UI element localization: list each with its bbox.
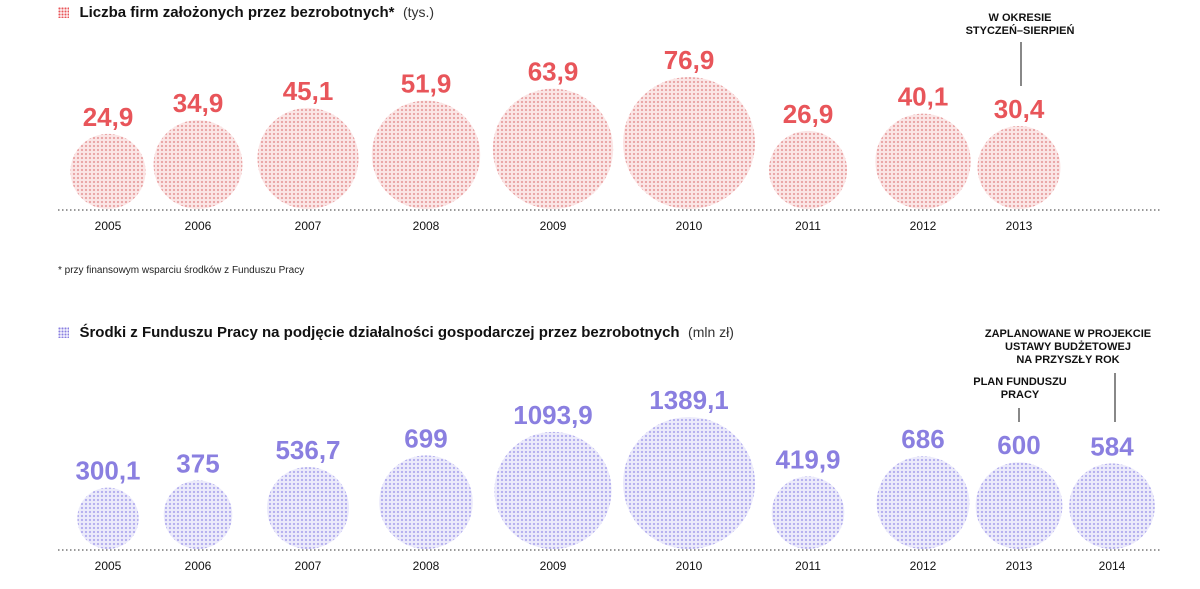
bubble-chart-firms: 24,9 2005 34,9 2006 45,1 2007 51,9 2008 63,9 2009…: [58, 42, 1160, 233]
year-label-2005: 2005: [95, 559, 122, 573]
chart-panel-firms: Liczba firm założonych przez bezrobotnyc…: [0, 0, 1200, 290]
bubble-2007: [257, 107, 359, 209]
bubble-chart-funds: 300,1 2005 375 2006 536,7 2007 699 2008 1093,9 20…: [58, 373, 1160, 573]
year-label-2009: 2009: [540, 219, 567, 233]
value-label-2007: 45,1: [283, 76, 334, 106]
value-label-2013: 600: [997, 430, 1040, 460]
bubble-2012: [876, 456, 970, 549]
bubble-2008: [371, 100, 481, 209]
bubble-2009: [494, 431, 612, 549]
bubble-2011: [771, 476, 845, 549]
value-label-2011: 26,9: [783, 99, 834, 129]
bubble-2005: [77, 487, 139, 549]
chart-title: Środki z Funduszu Pracy na podjęcie dzia…: [79, 324, 680, 341]
value-label-2012: 686: [901, 424, 944, 454]
year-label-2011: 2011: [795, 219, 821, 233]
year-label-2010: 2010: [676, 559, 703, 573]
bubble-2013: [975, 462, 1063, 549]
bubble-2013: [977, 126, 1061, 209]
year-label-2010: 2010: [676, 219, 703, 233]
year-label-2012: 2012: [910, 219, 937, 233]
chart-title-row: Liczba firm założonych przez bezrobotnyc…: [58, 4, 434, 22]
year-label-2007: 2007: [295, 219, 322, 233]
bubble-2009: [492, 88, 614, 209]
year-label-2007: 2007: [295, 559, 322, 573]
dot-grid-icon: [58, 7, 69, 18]
bubble-2006: [153, 120, 243, 209]
value-label-2007: 536,7: [275, 435, 340, 465]
dot-grid-icon: [58, 327, 69, 338]
year-label-2008: 2008: [413, 219, 440, 233]
value-label-2012: 40,1: [898, 82, 949, 112]
chart-unit: (mln zł): [688, 324, 734, 340]
value-label-2008: 51,9: [401, 69, 452, 99]
value-label-2013: 30,4: [994, 94, 1045, 124]
year-label-2009: 2009: [540, 559, 567, 573]
value-label-2009: 63,9: [528, 57, 579, 87]
bubble-2006: [163, 480, 233, 549]
value-label-2011: 419,9: [775, 444, 840, 474]
value-label-2014: 584: [1090, 431, 1134, 461]
year-label-2006: 2006: [185, 219, 212, 233]
year-label-2013: 2013: [1006, 559, 1033, 573]
bubble-2005: [70, 133, 146, 209]
value-label-2006: 34,9: [173, 88, 224, 118]
annotation-plan: PLAN FUNDUSZU PRACY: [973, 376, 1067, 401]
year-label-2014: 2014: [1099, 559, 1126, 573]
value-label-2009: 1093,9: [513, 400, 593, 430]
footnote: * przy finansowym wsparciu środków z Fun…: [58, 265, 305, 276]
year-label-2008: 2008: [413, 559, 440, 573]
bubble-2011: [768, 130, 848, 209]
value-label-2005: 300,1: [75, 456, 140, 486]
year-label-2013: 2013: [1006, 219, 1033, 233]
bubble-2008: [379, 455, 473, 549]
bubble-2010: [623, 417, 755, 549]
bubble-2012: [875, 113, 971, 209]
value-label-2008: 699: [404, 423, 447, 453]
year-label-2006: 2006: [185, 559, 212, 573]
chart-title-row: Środki z Funduszu Pracy na podjęcie dzia…: [58, 324, 734, 342]
value-label-2005: 24,9: [83, 102, 134, 132]
chart-unit: (tys.): [402, 4, 435, 20]
annotation-period: W OKRESIE STYCZEŃ–SIERPIEŃ: [965, 12, 1075, 37]
chart-panel-funds: Środki z Funduszu Pracy na podjęcie dzia…: [0, 318, 1200, 589]
bubble-2010: [623, 77, 755, 209]
value-label-2010: 76,9: [664, 45, 715, 75]
annotation-project: ZAPLANOWANE W PROJEKCIE USTAWY BUDŻETOWE…: [984, 328, 1152, 366]
bubble-2007: [266, 466, 350, 549]
bubble-2014: [1069, 463, 1155, 549]
value-label-2010: 1389,1: [649, 385, 729, 415]
value-label-2006: 375: [176, 448, 219, 478]
year-label-2011: 2011: [795, 559, 821, 573]
chart-title: Liczba firm założonych przez bezrobotnyc…: [79, 4, 395, 21]
year-label-2005: 2005: [95, 219, 122, 233]
year-label-2012: 2012: [910, 559, 937, 573]
